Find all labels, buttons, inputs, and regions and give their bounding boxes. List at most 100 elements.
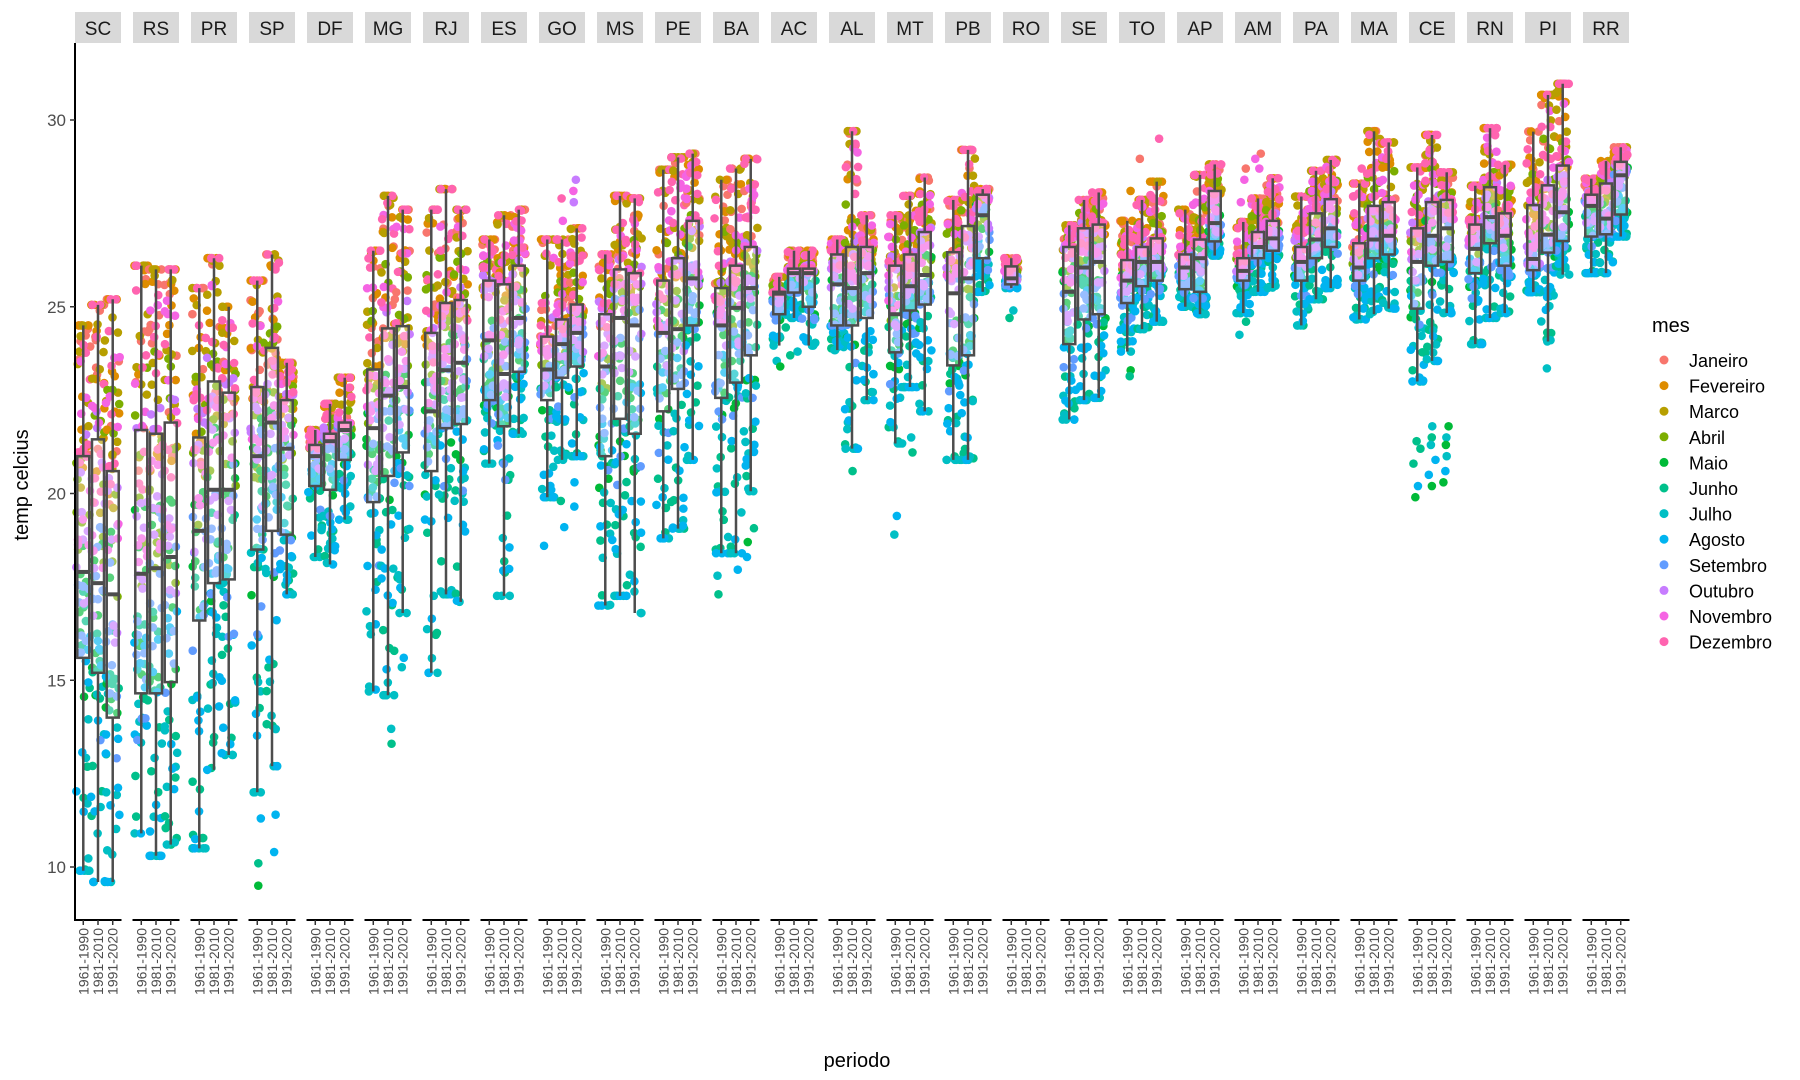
data-point-agosto bbox=[307, 531, 316, 540]
data-point-dezembro bbox=[138, 363, 147, 372]
facet-strip-label: RJ bbox=[434, 19, 457, 40]
x-tick-label: 1981-2010 bbox=[380, 928, 396, 995]
data-point-agosto bbox=[272, 615, 281, 625]
x-tick-label: 1991-2020 bbox=[569, 928, 585, 995]
data-point-fevereiro bbox=[454, 213, 464, 223]
data-point-julho bbox=[84, 854, 93, 863]
data-point-julho bbox=[208, 678, 218, 688]
data-point-marco bbox=[112, 437, 122, 447]
data-point-agosto bbox=[93, 636, 103, 646]
facet-strip-label: MG bbox=[373, 19, 404, 40]
data-point-abril bbox=[272, 322, 282, 331]
data-point-marco bbox=[142, 390, 152, 399]
outlier-point bbox=[570, 502, 579, 511]
data-point-agosto bbox=[869, 395, 878, 405]
data-point-julho bbox=[261, 568, 271, 578]
x-tick-label: 1991-2020 bbox=[221, 928, 237, 995]
data-point-setembro bbox=[493, 441, 503, 450]
data-point-dezembro bbox=[595, 265, 605, 275]
data-point-outubro bbox=[77, 507, 87, 517]
data-point-outubro bbox=[266, 429, 275, 439]
x-tick-label: 1961-1990 bbox=[191, 928, 207, 995]
data-point-dezembro bbox=[458, 231, 467, 241]
data-point-julho bbox=[162, 840, 172, 849]
data-point-setembro bbox=[222, 539, 231, 549]
data-point-agosto bbox=[914, 340, 924, 350]
data-point-novembro bbox=[137, 534, 146, 543]
data-point-dezembro bbox=[621, 235, 631, 245]
data-point-novembro bbox=[925, 191, 935, 200]
data-point-dezembro bbox=[751, 205, 760, 215]
facet-strip-label: ES bbox=[491, 19, 516, 40]
data-point-julho bbox=[741, 437, 750, 447]
data-point-dezembro bbox=[344, 383, 354, 392]
data-point-marco bbox=[568, 234, 577, 244]
data-point-julho bbox=[843, 424, 852, 434]
outlier-point bbox=[713, 571, 722, 580]
data-point-julho bbox=[968, 396, 977, 406]
outlier-point bbox=[785, 351, 795, 360]
data-point-dezembro bbox=[364, 254, 373, 263]
facet-strip-label: DF bbox=[317, 19, 342, 40]
data-point-julho bbox=[405, 524, 414, 534]
x-tick-label: 1961-1990 bbox=[249, 928, 265, 995]
data-point-agosto bbox=[287, 551, 296, 561]
data-point-agosto bbox=[252, 515, 262, 524]
data-point-outubro bbox=[226, 505, 236, 515]
x-tick-label: 1991-2020 bbox=[975, 928, 991, 995]
data-point-agosto bbox=[682, 389, 692, 399]
data-point-setembro bbox=[133, 735, 142, 745]
data-point-dezembro bbox=[345, 373, 355, 383]
box-1981-2010 bbox=[264, 346, 280, 533]
data-point-dezembro bbox=[230, 383, 240, 393]
data-point-novembro bbox=[436, 222, 445, 231]
x-tick-label: 1961-1990 bbox=[597, 928, 613, 995]
data-point-marco bbox=[87, 374, 97, 383]
box-1991-2020 bbox=[627, 271, 642, 435]
x-tick-label: 1961-1990 bbox=[481, 928, 497, 995]
data-point-agosto bbox=[596, 522, 605, 531]
data-point-outubro bbox=[253, 405, 263, 415]
box-1991-2020 bbox=[221, 391, 236, 581]
x-tick-label: 1981-2010 bbox=[206, 928, 222, 995]
data-point-dezembro bbox=[106, 479, 115, 489]
x-tick-label: 1981-2010 bbox=[728, 928, 744, 995]
boxplots bbox=[888, 177, 932, 444]
data-point-marco bbox=[566, 224, 576, 234]
data-point-agosto bbox=[113, 783, 123, 793]
data-point-dezembro bbox=[305, 430, 314, 440]
data-point-dezembro bbox=[628, 215, 638, 225]
box-1961-1990 bbox=[830, 253, 845, 327]
data-point-dezembro bbox=[288, 387, 298, 397]
data-point-setembro bbox=[275, 546, 285, 555]
outlier-point bbox=[254, 858, 263, 868]
data-point-dezembro bbox=[141, 351, 151, 360]
data-point-junho bbox=[432, 628, 442, 638]
data-point-dezembro bbox=[169, 265, 179, 274]
box-1991-2020 bbox=[569, 303, 584, 368]
x-tick-label: 1981-2010 bbox=[670, 928, 686, 995]
data-point-julho bbox=[433, 668, 442, 678]
boxplots bbox=[76, 299, 120, 882]
data-point-julho bbox=[434, 490, 444, 499]
box-1981-2010 bbox=[438, 301, 454, 430]
outlier-point bbox=[892, 511, 902, 521]
data-point-abril bbox=[193, 520, 203, 530]
data-point-fevereiro bbox=[92, 467, 101, 476]
data-point-marco bbox=[147, 380, 157, 389]
outlier-point bbox=[848, 466, 857, 476]
data-point-dezembro bbox=[461, 205, 471, 214]
data-point-agosto bbox=[202, 765, 212, 775]
data-point-outubro bbox=[284, 413, 293, 423]
data-point-agosto bbox=[164, 649, 174, 658]
data-point-agosto bbox=[230, 696, 240, 705]
data-point-agosto bbox=[727, 436, 737, 446]
data-point-julho bbox=[605, 600, 615, 610]
data-point-marco bbox=[904, 200, 914, 209]
data-point-abril bbox=[209, 415, 218, 424]
x-tick-label: 1961-1990 bbox=[133, 928, 149, 995]
data-point-dezembro bbox=[104, 326, 114, 336]
boxplots bbox=[424, 189, 468, 673]
data-point-dezembro bbox=[599, 298, 609, 308]
